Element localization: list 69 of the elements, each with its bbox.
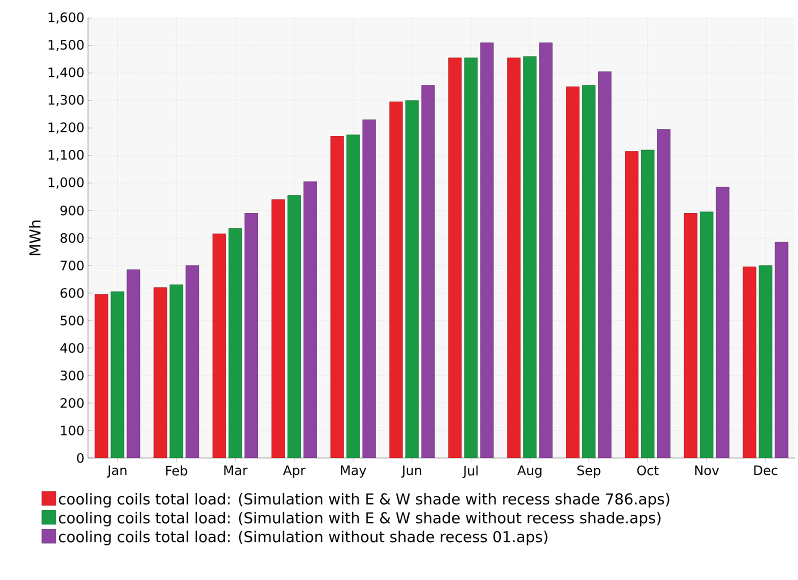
y-tick-label: 1,100: [48, 150, 84, 162]
bar: [774, 242, 788, 458]
x-tick-label: Jun: [401, 466, 422, 478]
bar: [566, 86, 580, 458]
y-tick-label: 0: [77, 453, 84, 463]
bar: [539, 42, 553, 458]
y-tick-label: 100: [61, 426, 84, 436]
bar: [346, 134, 360, 458]
x-tick-label: Mar: [224, 466, 248, 476]
y-tick-label: 200: [60, 398, 84, 408]
bar: [448, 58, 462, 458]
bar: [389, 102, 403, 458]
bar: [598, 71, 612, 458]
bar: [742, 266, 756, 458]
y-tick-label: 600: [60, 288, 84, 298]
legend-label: cooling coils total load: (Simulation with E & W shade with recess shade 786.aps): [58, 492, 670, 508]
y-tick-label: 1,300: [48, 94, 84, 106]
bar: [110, 291, 124, 458]
y-tick-label: 1,500: [48, 40, 84, 52]
bar: [94, 294, 108, 458]
bar: [421, 85, 435, 458]
bar: [170, 284, 184, 458]
bar: [464, 58, 478, 458]
bar: [244, 213, 258, 458]
y-tick-label: 1,200: [48, 122, 84, 134]
bar: [657, 129, 670, 458]
y-tick-label: 300: [60, 370, 84, 380]
bar: [716, 186, 730, 458]
bar: [480, 42, 494, 458]
bar: [362, 120, 376, 458]
bar: [523, 56, 537, 458]
x-tick-label: Jan: [106, 466, 126, 478]
legend-label: cooling coils total load: (Simulation without shade recess 01.aps): [58, 530, 548, 546]
bar: [154, 287, 168, 458]
x-tick-label: Feb: [166, 466, 188, 476]
bar: [700, 212, 714, 458]
bar: [126, 269, 140, 458]
bar: [228, 228, 242, 458]
y-tick-label: 700: [60, 260, 84, 270]
y-tick-label: 900: [60, 206, 84, 216]
legend-label: cooling coils total load: (Simulation with E & W shade without recess shade.aps): [58, 512, 660, 526]
bar: [758, 265, 772, 458]
x-tick-label: Aug: [517, 466, 542, 478]
x-tick-label: Apr: [283, 466, 306, 478]
y-tick-label: 500: [60, 316, 84, 326]
y-tick-label: 400: [60, 343, 84, 353]
bar: [684, 213, 698, 458]
x-tick-label: Sep: [577, 466, 600, 478]
bar: [212, 234, 226, 458]
bar: [288, 195, 301, 458]
x-tick-label: Nov: [695, 466, 719, 476]
bar: [625, 151, 638, 458]
x-tick-label: Oct: [637, 466, 659, 476]
y-tick-label: 1,400: [48, 67, 84, 79]
bar: [641, 150, 654, 458]
y-tick-label: 1,000: [48, 177, 84, 189]
bar: [304, 181, 317, 458]
y-tick-label: 1,600: [48, 12, 84, 24]
y-axis-title: MWh: [29, 220, 40, 256]
bar: [507, 58, 521, 458]
bar: [186, 265, 200, 458]
bar: [330, 136, 344, 458]
y-tick-label: 800: [60, 233, 84, 243]
x-tick-label: Jul: [462, 466, 478, 478]
x-tick-label: Dec: [754, 466, 778, 476]
bar: [272, 199, 285, 458]
x-tick-label: May: [340, 466, 366, 478]
bar: [582, 85, 596, 458]
bar: [405, 100, 419, 458]
